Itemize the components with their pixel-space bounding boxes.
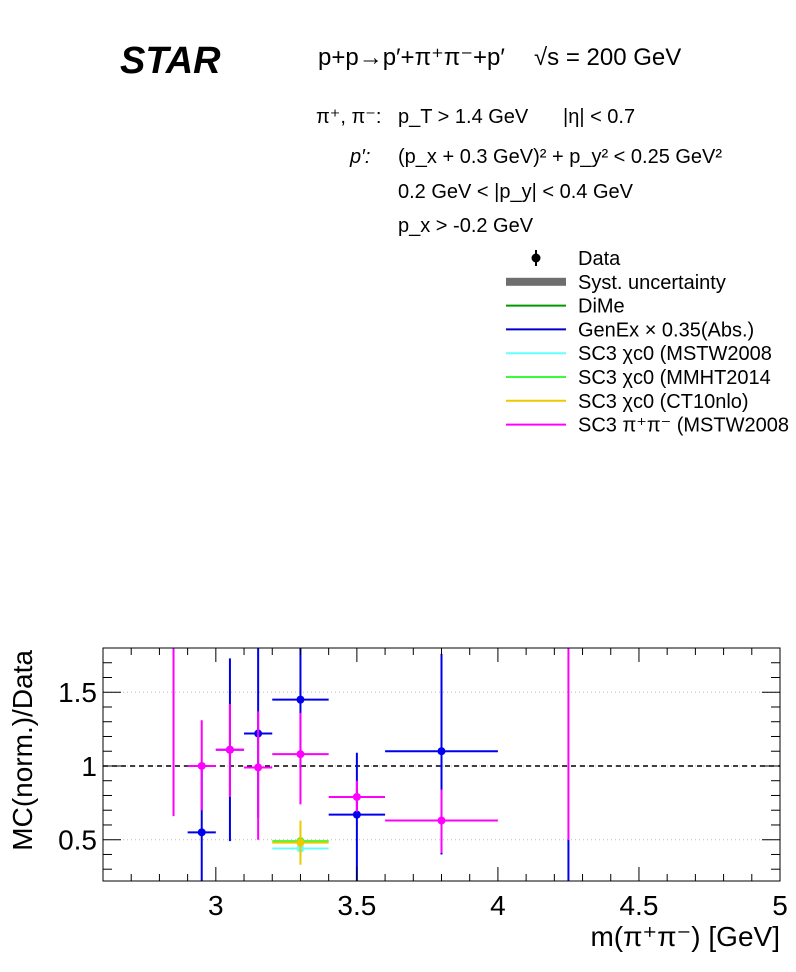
x-tick-label: 4.5: [619, 890, 658, 921]
data-point: [352, 810, 361, 819]
data-point: [197, 761, 206, 770]
data-point: [225, 745, 234, 754]
proton-cut-px: p_x > -0.2 GeV: [398, 215, 534, 237]
data-point: [296, 838, 305, 847]
x-tick-label: 5: [772, 890, 788, 921]
data-point: [296, 750, 305, 759]
legend-label: SC3 χc0 (MMHT2014: [578, 367, 771, 389]
x-axis-label: m(π⁺π⁻) [GeV]: [590, 921, 780, 952]
data-marks: [172, 648, 570, 881]
legend-label: Syst. uncertainty: [578, 272, 726, 294]
x-tick-label: 3.5: [337, 890, 376, 921]
x-axis: 3 3.5 4 4.5 5: [102, 648, 788, 921]
legend-label: SC3 π⁺π⁻ (MSTW2008: [578, 415, 789, 437]
legend-item: SC3 χc0 (MSTW2008: [506, 343, 772, 365]
series-sc3: [172, 648, 570, 853]
legend-item: Syst. uncertainty: [506, 272, 726, 294]
data-point: [352, 792, 361, 801]
experiment-logo: STAR: [120, 40, 221, 82]
legend-item: SC3 χc0 (CT10nlo): [506, 391, 749, 413]
legend-label: Data: [578, 248, 621, 270]
legend-label: GenEx × 0.35(Abs.): [578, 319, 754, 341]
proton-cut-momentum: (p_x + 0.3 GeV)² + p_y² < 0.25 GeV²: [398, 146, 722, 168]
y-tick-label: 1: [81, 751, 97, 782]
legend-item: SC3 π⁺π⁻ (MSTW2008: [506, 415, 789, 437]
legend-item: SC3 χc0 (MMHT2014: [506, 367, 771, 389]
pion-cuts-label: π⁺, π⁻:: [316, 106, 381, 128]
data-point: [296, 695, 305, 704]
legend-item: DiMe: [506, 296, 625, 318]
data-point: [437, 747, 446, 756]
data-point: [197, 828, 206, 837]
y-axis: 0.5 1 1.5: [58, 647, 780, 870]
pion-pt-cut: p_T > 1.4 GeV: [398, 106, 529, 128]
legend-label: SC3 χc0 (MSTW2008: [578, 343, 772, 365]
x-tick-label: 4: [490, 890, 506, 921]
legend-label: SC3 χc0 (CT10nlo): [578, 391, 749, 413]
y-tick-label: 1.5: [58, 677, 97, 708]
proton-cut-py: 0.2 GeV < |p_y| < 0.4 GeV: [398, 181, 634, 203]
series-sc3: [272, 820, 329, 865]
legend-item: GenEx × 0.35(Abs.): [506, 319, 754, 341]
proton-cuts-label: p′:: [349, 146, 370, 168]
y-tick-label: 0.5: [58, 825, 97, 856]
plot-area: 3 3.5 4 4.5 5 0.5 1 1.5: [58, 647, 788, 921]
pion-eta-cut: |η| < 0.7: [563, 106, 635, 128]
legend-label: DiMe: [578, 296, 625, 318]
y-axis-label: MC(norm.)/Data: [7, 650, 38, 851]
legend-item: Data: [531, 248, 621, 270]
data-point: [254, 763, 263, 772]
legend-band: [506, 277, 566, 286]
legend-marker: [531, 253, 541, 263]
series-genex: [187, 648, 570, 881]
energy-label: √s = 200 GeV: [534, 44, 681, 71]
reaction-label: p+p→p′+π⁺π⁻+p′: [318, 44, 505, 71]
data-point: [437, 816, 446, 825]
x-tick-label: 3: [208, 890, 224, 921]
